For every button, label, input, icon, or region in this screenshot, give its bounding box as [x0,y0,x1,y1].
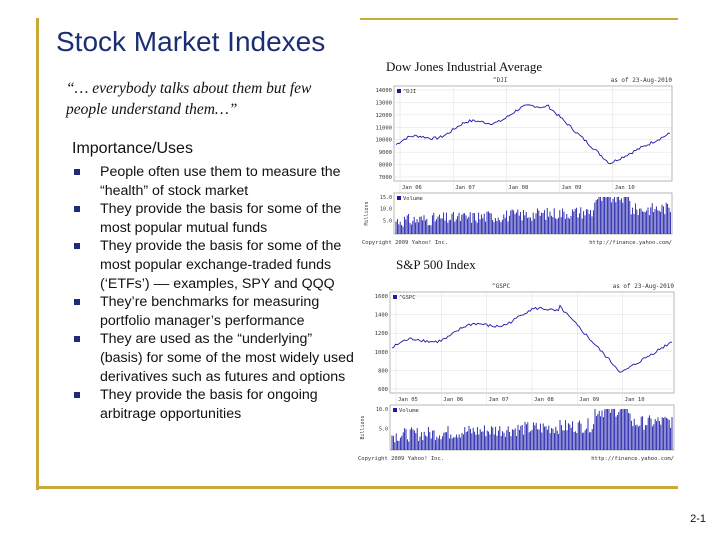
y-tick-label: 10000 [375,138,392,144]
x-tick-label: Jan 08 [534,397,554,403]
x-tick-label: Jan 09 [562,185,582,191]
chart-url: http://finance.yahoo.com/ [591,456,674,462]
chart-date: as of 23-Aug-2010 [613,283,675,290]
y-tick-label: 1400 [375,313,388,319]
chart-ticker: ^DJI [493,77,508,84]
x-tick-label: Jan 06 [402,185,422,191]
bullet-text: They provide the basis for some of the m… [100,201,342,236]
x-tick-label: Jan 10 [625,397,645,403]
chart-image: ^GSPC as of 23-Aug-2010 1600 1400 1200 1000 80… [358,283,675,462]
bullet-item: They provide the basis for ongoing arbit… [72,386,357,423]
chart-ticker: ^GSPC [492,283,510,290]
volume-tick-label: 5.0 [383,218,392,224]
legend-swatch [393,408,397,412]
x-tick-label: Jan 07 [489,397,509,403]
bullet-text: People often use them to measure the “he… [100,164,341,199]
section-heading: Importance/Uses [72,140,193,157]
price-panel [393,85,673,182]
bullet-marker [74,169,80,175]
y-tick-label: 11000 [375,125,392,131]
accent-bottom-line [36,486,678,489]
x-tick-label: Jan 06 [443,397,463,403]
bullet-text: They are used as the “underlying” (basis… [100,331,354,385]
legend-label: Volume [399,408,419,414]
x-tick-label: Jan 10 [615,185,635,191]
legend-swatch [397,196,401,200]
bullet-text: They provide the basis for some of the m… [100,238,342,292]
chart-date: as of 23-Aug-2010 [611,77,673,84]
y-tick-label: 9000 [379,150,392,156]
y-tick-label: 600 [378,387,388,393]
volume-tick-label: 5.0 [379,427,388,433]
bullet-item: They provide the basis for some of the m… [72,237,357,293]
dow-chart: ^DJI as of 23-Aug-2010 14000 13000 12000 1100… [360,74,678,246]
dow-chart-caption: Dow Jones Industrial Average [386,59,543,74]
chart-copyright: Copyright 2009 Yahoo! Inc. [362,240,448,246]
accent-vertical-line [36,18,39,490]
bullet-text: They’re benchmarks for measuring portfol… [100,294,320,329]
bullet-text: They provide the basis for ongoing arbit… [100,387,318,422]
price-line [395,104,671,165]
legend-label: ^GSPC [399,295,416,301]
price-line [391,304,672,373]
x-tick-label: Jan 07 [455,185,475,191]
accent-top-line [360,18,678,20]
slide-title: Stock Market Indexes [56,26,326,57]
volume-axis-label: Billions [360,415,366,439]
bullet-item: They provide the basis for some of the m… [72,200,357,237]
legend-label: ^DJI [403,89,416,95]
chart-copyright: Copyright 2009 Yahoo! Inc. [358,456,444,462]
bullet-marker [74,243,80,250]
page-number: 2-1 [690,513,706,525]
sp500-chart: ^GSPC as of 23-Aug-2010 1600 1400 1200 1000 80… [356,280,680,462]
x-tick-label: Jan 08 [508,185,528,191]
bullet-item: They’re benchmarks for measuring portfol… [72,293,357,330]
y-tick-label: 800 [378,368,388,374]
x-tick-label: Jan 09 [579,397,599,403]
volume-tick-label: 10.0 [376,407,388,413]
chart-image: ^DJI as of 23-Aug-2010 14000 13000 12000 1100… [362,77,673,246]
y-tick-label: 1200 [375,331,388,337]
bullet-item: People often use them to measure the “he… [72,163,357,200]
quote-text: “… everybody talks about them but few pe… [66,80,312,118]
volume-axis-label: Millions [364,201,370,225]
x-tick-label: Jan 05 [398,397,418,403]
y-tick-label: 13000 [375,100,392,106]
y-tick-label: 14000 [375,88,392,94]
legend-swatch [393,295,397,299]
chart-url: http://finance.yahoo.com/ [589,240,672,246]
sp500-chart-caption: S&P 500 Index [396,257,476,272]
y-tick-label: 1000 [375,350,388,356]
legend-label: Volume [403,196,423,202]
volume-tick-label: 15.0 [380,195,392,201]
y-tick-label: 8000 [379,163,392,169]
legend-swatch [397,89,401,93]
y-tick-label: 1600 [375,294,388,300]
bullet-marker [74,336,80,343]
y-tick-label: 7000 [379,175,392,181]
bullet-item: They are used as the “underlying” (basis… [72,330,357,386]
bullet-marker [74,392,80,399]
bullet-marker [74,299,80,306]
bullet-marker [74,206,80,213]
y-tick-label: 12000 [375,113,392,119]
volume-tick-label: 10.0 [380,207,392,213]
bullet-list: People often use them to measure the “he… [72,163,357,423]
